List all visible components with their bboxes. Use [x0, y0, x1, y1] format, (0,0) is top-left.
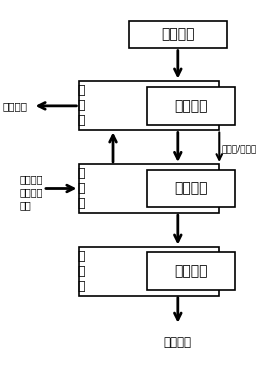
Bar [147, 170, 235, 207]
Text: 燃气高温: 燃气高温 [20, 187, 43, 197]
Text: 焦油气/水蒸气: 焦油气/水蒸气 [222, 144, 257, 153]
Text: 气
化
炉: 气 化 炉 [77, 84, 85, 127]
Text: 裂
解
炉: 裂 解 炉 [77, 167, 85, 210]
Text: 催化重整: 催化重整 [174, 264, 207, 278]
Text: 燃烧烟气: 燃烧烟气 [2, 101, 27, 111]
Text: 共混颗粒: 共混颗粒 [161, 28, 194, 41]
Bar [79, 164, 219, 213]
Text: 燃烧: 燃烧 [20, 201, 32, 210]
Text: 富氢气体: 富氢气体 [164, 336, 192, 349]
Bar [79, 81, 219, 130]
Text: 生物质、: 生物质、 [20, 174, 43, 184]
Bar [79, 247, 219, 296]
Bar [129, 21, 227, 48]
Text: 高温裂解: 高温裂解 [174, 181, 207, 196]
Bar [147, 87, 235, 125]
Text: 隔氧气化: 隔氧气化 [174, 99, 207, 113]
Text: 催
化
炉: 催 化 炉 [77, 250, 85, 293]
Bar [147, 252, 235, 290]
